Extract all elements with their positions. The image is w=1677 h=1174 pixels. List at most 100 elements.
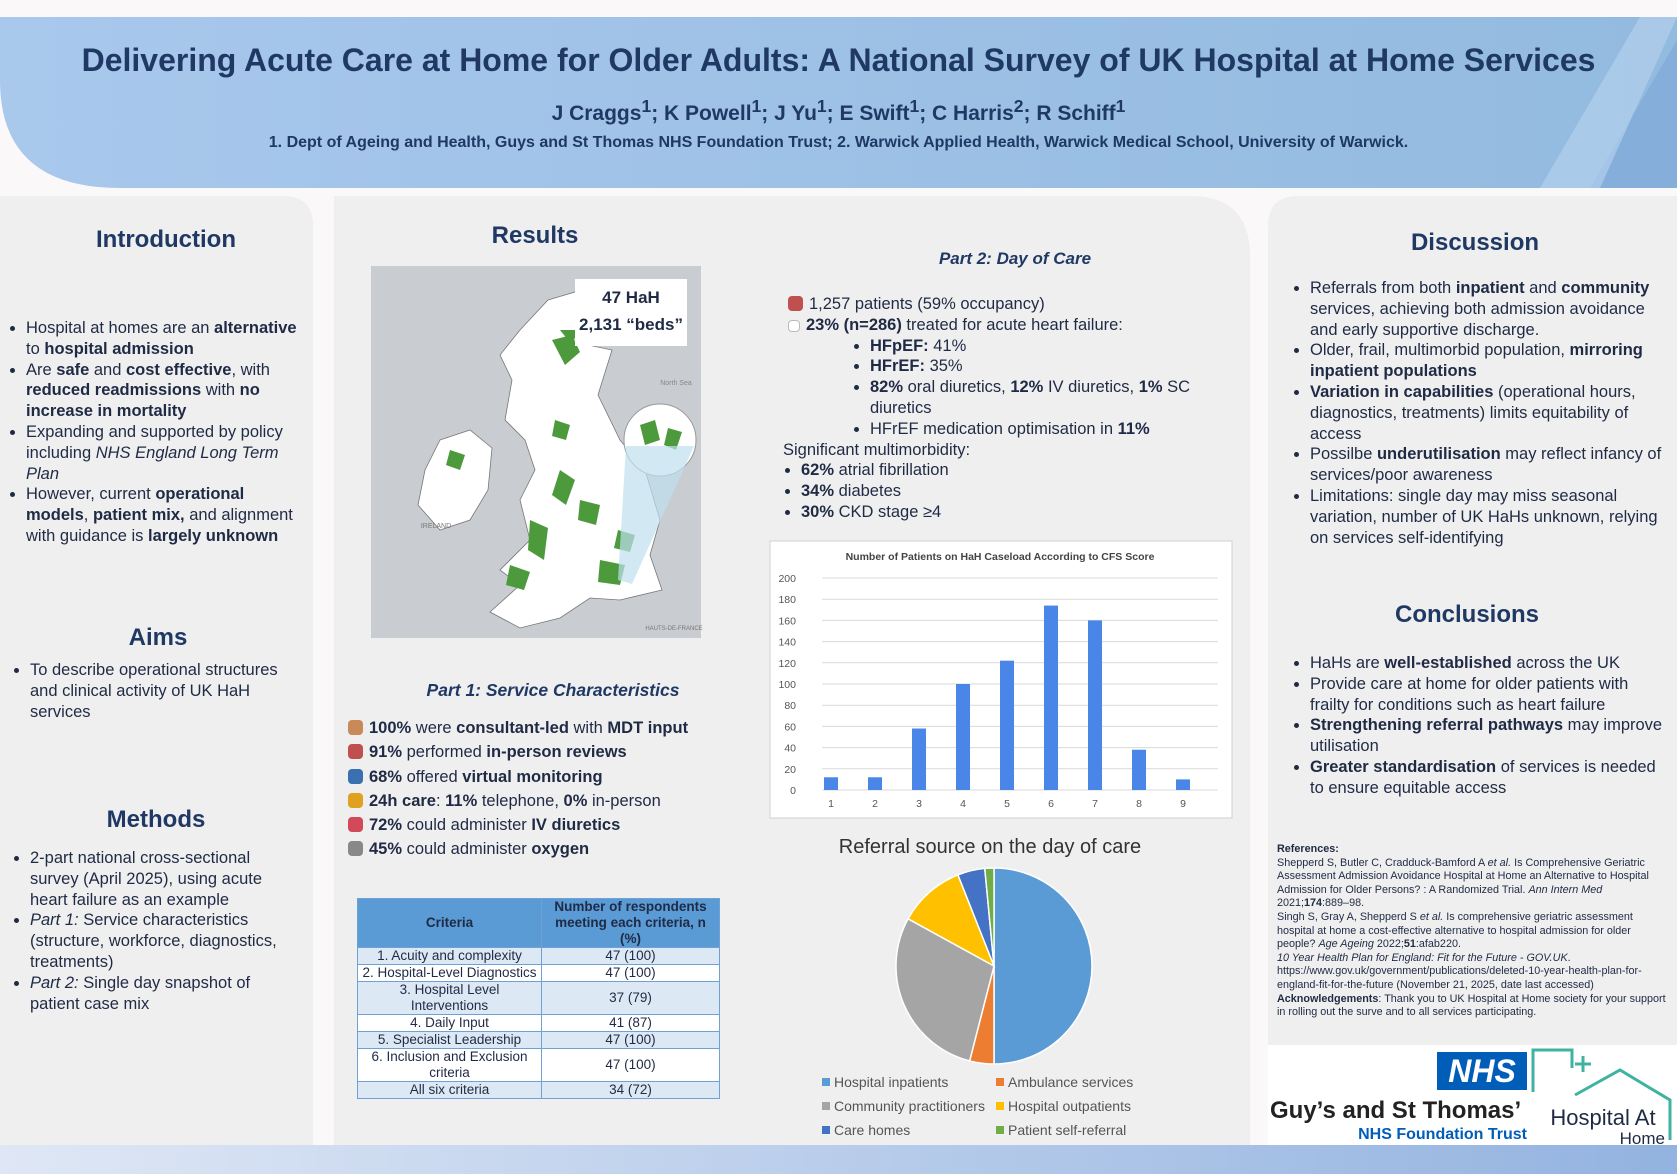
text: with <box>201 381 240 400</box>
italic-text: Part 2: <box>30 973 79 992</box>
y-tick-label: 160 <box>778 615 796 627</box>
bullet-item: 82% oral diuretics, 12% IV diuretics, 1%… <box>870 377 1228 419</box>
bullet-item: Part 1: Service characteristics (structu… <box>30 910 302 972</box>
x-tick-label: 9 <box>1180 798 1186 810</box>
text: Service characteristics (structure, work… <box>30 911 277 971</box>
references: References: Shepperd S, Butler C, Craddu… <box>1277 843 1669 1020</box>
x-tick-label: 5 <box>1004 798 1010 810</box>
bold-text: 68% <box>369 767 403 786</box>
icon <box>788 319 800 332</box>
bold-text: 0% <box>563 791 588 810</box>
text: ; E Swift <box>826 102 910 125</box>
bullet-list: To describe operational structures and c… <box>12 660 302 722</box>
bullet-item: 2-part national cross-sectional survey (… <box>30 848 302 910</box>
list: Referrals from both inpatient and commun… <box>1292 278 1664 548</box>
text: To describe operational structures and c… <box>30 661 278 721</box>
table-row: 3. Hospital Level Interventions 37 (79) <box>357 981 720 1015</box>
italic-text: Ann Intern Med <box>1528 883 1603 896</box>
reference: Shepperd S, Butler C, Cradduck-Bamford A… <box>1277 857 1669 911</box>
bold-text: 100% <box>369 719 412 737</box>
text: Referrals from both <box>1310 279 1456 297</box>
legend-swatch <box>996 1102 1004 1110</box>
text: with <box>568 719 608 737</box>
bullet-list: 62% atrial fibrillation34% diabetes30% C… <box>783 460 1228 522</box>
y-tick-label: 140 <box>778 637 796 649</box>
bold-text: 24h care <box>369 791 436 810</box>
table-cell: 47 (100) <box>541 947 720 965</box>
text: HaHs are <box>1310 654 1385 672</box>
bullet-item: 34% diabetes <box>801 481 1228 502</box>
nhs-logo <box>1437 1052 1527 1090</box>
text: ; J Yu <box>761 102 817 125</box>
text: However, current <box>26 485 156 504</box>
text: oral diuretics, <box>903 378 1011 397</box>
table-row: 4. Daily Input 41 (87) <box>357 1014 720 1032</box>
text: and <box>89 360 126 379</box>
superscript: 1 <box>816 96 827 116</box>
section-heading: Conclusions <box>1394 601 1540 628</box>
bullet-item: HFrEF: 35% <box>870 356 1228 377</box>
legend-swatch <box>822 1126 830 1134</box>
text: , <box>83 506 93 525</box>
bullet-list: 2-part national cross-sectional survey (… <box>12 848 302 1014</box>
map-hah-region <box>446 330 635 590</box>
x-tick-label: 3 <box>916 798 922 810</box>
table-cell: 47 (100) <box>541 1048 720 1082</box>
text: to <box>26 339 45 358</box>
text: SC diuretics <box>870 378 1191 417</box>
bold-text: hospital admission <box>44 339 194 358</box>
list: HFpEF: 41%HFrEF: 35%82% oral diuretics, … <box>852 336 1228 440</box>
map-label-box <box>575 279 687 346</box>
text: of services is needed to ensure equitabl… <box>1310 757 1656 797</box>
icon <box>348 792 363 808</box>
bullet-item: Provide care at home for older patients … <box>1310 674 1664 716</box>
bold-text: 11% <box>1117 419 1150 438</box>
table-cell: 47 (100) <box>541 964 720 982</box>
text: . https://www.gov.uk/government/publicat… <box>1277 951 1642 991</box>
text: Hospital at homes are an <box>26 319 215 337</box>
multimorbidity-heading: Significant multimorbidity: <box>783 440 971 459</box>
text: 41% <box>928 336 967 355</box>
text: offered <box>402 767 463 786</box>
text: : <box>435 791 446 810</box>
bar <box>824 777 838 790</box>
bold-text: largely unknown <box>148 526 279 545</box>
bold-text: no increase in mortality <box>26 381 260 421</box>
bullet-item: Older, frail, multimorbid population, mi… <box>1310 340 1664 382</box>
text: may reflect infancy of services/poor awa… <box>1310 445 1662 485</box>
bar <box>1044 605 1058 790</box>
pie-slice <box>907 873 996 968</box>
text: Singh S, Gray A, Shepperd S <box>1277 910 1420 923</box>
text: Is Comprehensive Geriatric Assessment Ad… <box>1277 856 1649 896</box>
bold-text: 82% <box>870 378 904 397</box>
bullet-list: HaHs are well-established across the UKP… <box>1292 653 1664 799</box>
bullet-item: Possilbe underutilisation may reflect in… <box>1310 444 1664 486</box>
pie-slice <box>993 867 1093 1065</box>
text: Are <box>26 360 57 379</box>
y-tick-label: 0 <box>790 785 796 797</box>
poster-title: Delivering Acute Care at Home for Older … <box>81 42 1596 78</box>
bold-text: virtual monitoring <box>462 767 603 786</box>
bold-text: 12% <box>1010 378 1044 397</box>
table-header: Criteria <box>357 898 542 948</box>
bold-text: operational models <box>26 485 245 525</box>
icon-list: 100% were consultant-led with MDT input 9… <box>348 718 688 864</box>
bullet-item: 45% could administer oxygen <box>348 839 688 860</box>
bold-text: 11% <box>445 791 478 810</box>
bullet-list: HFpEF: 41%HFrEF: 35%82% oral diuretics, … <box>788 336 1228 440</box>
text: across the UK <box>1511 654 1620 672</box>
list: 100% were consultant-led with MDT input 9… <box>348 718 688 860</box>
italic-text: NHS England Long Term Plan <box>26 443 279 483</box>
italic-text: Part 1: <box>30 911 79 930</box>
bullet-item: Variation in capabilities (operational h… <box>1310 382 1664 444</box>
x-tick-label: 7 <box>1092 798 1098 810</box>
text: :afab220. <box>1415 938 1461 951</box>
authors: J Craggs1; K Powell1; J Yu1; E Swift1; C… <box>0 96 1677 126</box>
text: Provide care at home for older patients … <box>1310 674 1629 714</box>
map-label: 47 HaH <box>602 288 660 307</box>
bold-text: 72% <box>369 816 403 835</box>
bullet-item: 100% were consultant-led with MDT input <box>348 718 688 739</box>
chart-title: Referral source on the day of care <box>839 836 1141 858</box>
text: Expanding and supported by policy includ… <box>26 422 283 462</box>
bold-text: mirroring inpatient populations <box>1310 341 1643 381</box>
